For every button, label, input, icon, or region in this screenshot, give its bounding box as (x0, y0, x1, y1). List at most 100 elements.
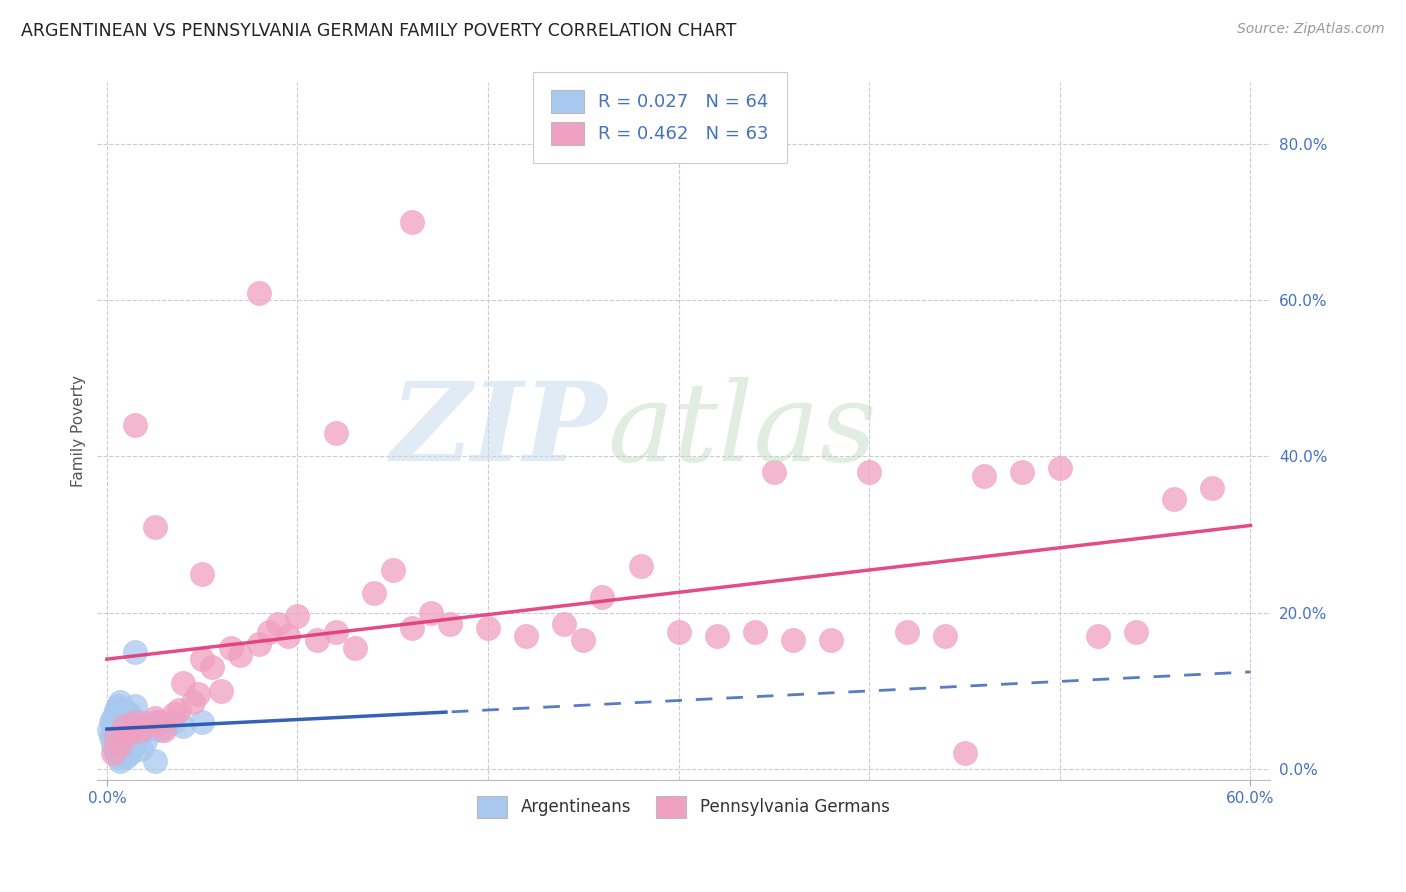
Point (110, 711, 132, 725)
Point (103, 714, 125, 729)
Point (124, 644, 146, 658)
Text: ZIP: ZIP (391, 377, 607, 485)
Point (110, 695, 132, 709)
Point (439, 617, 461, 632)
Point (169, 703, 191, 717)
Legend: Argentineans, Pennsylvania Germans: Argentineans, Pennsylvania Germans (471, 789, 896, 824)
Point (149, 714, 172, 729)
Point (112, 719, 135, 733)
Point (110, 754, 132, 768)
Point (110, 719, 132, 733)
Point (103, 723, 125, 737)
Point (107, 750, 129, 764)
Point (112, 719, 135, 733)
Point (115, 706, 138, 721)
Point (267, 617, 290, 632)
Point (115, 750, 138, 764)
Point (118, 714, 141, 729)
Point (305, 632, 328, 647)
Point (117, 711, 139, 725)
Point (782, 632, 804, 647)
Point (118, 726, 141, 740)
Point (112, 703, 135, 717)
Point (101, 726, 124, 740)
Point (115, 723, 138, 737)
Point (124, 714, 146, 729)
Point (363, 586, 385, 600)
Point (97, 723, 120, 737)
Point (1011, 465, 1033, 479)
Point (100, 714, 122, 729)
Point (229, 648, 252, 663)
Point (101, 738, 124, 752)
Point (401, 215, 423, 229)
Point (172, 675, 194, 690)
Point (122, 738, 145, 752)
Point (100, 731, 122, 745)
Point (1087, 629, 1109, 643)
Point (143, 754, 166, 768)
Point (124, 699, 146, 714)
Point (153, 719, 176, 733)
Point (172, 719, 194, 733)
Point (325, 625, 347, 640)
Point (112, 711, 135, 725)
Point (1125, 625, 1147, 640)
Point (101, 711, 124, 725)
Text: atlas: atlas (607, 377, 877, 485)
Point (118, 706, 141, 721)
Point (105, 719, 128, 733)
Point (115, 714, 138, 729)
Point (219, 640, 242, 655)
Point (191, 714, 214, 729)
Point (247, 285, 270, 300)
Point (706, 629, 728, 643)
Point (419, 606, 441, 620)
Point (129, 723, 152, 737)
Point (128, 719, 150, 733)
Point (191, 652, 214, 666)
Point (858, 465, 880, 479)
Point (103, 731, 125, 745)
Point (105, 746, 128, 760)
Point (110, 726, 132, 740)
Point (1201, 481, 1223, 495)
Point (896, 625, 918, 640)
Point (162, 714, 184, 729)
Point (101, 719, 124, 733)
Point (209, 683, 232, 698)
Point (129, 742, 152, 756)
Point (129, 723, 152, 737)
Point (127, 714, 149, 729)
Point (953, 746, 976, 760)
Point (277, 629, 299, 643)
Point (572, 632, 595, 647)
Point (121, 726, 143, 740)
Point (668, 625, 690, 640)
Point (107, 699, 129, 714)
Point (112, 742, 135, 756)
Point (343, 640, 366, 655)
Text: ARGENTINEAN VS PENNSYLVANIA GERMAN FAMILY POVERTY CORRELATION CHART: ARGENTINEAN VS PENNSYLVANIA GERMAN FAMIL… (21, 22, 737, 40)
Point (143, 519, 166, 533)
Point (257, 625, 280, 640)
Point (101, 746, 124, 760)
Point (381, 563, 404, 577)
Point (973, 469, 995, 483)
Point (124, 418, 146, 433)
Point (105, 703, 128, 717)
Point (630, 558, 652, 573)
Point (325, 425, 347, 440)
Point (111, 746, 134, 760)
Point (105, 731, 128, 745)
Point (111, 706, 134, 721)
Point (247, 637, 270, 651)
Point (1163, 492, 1185, 507)
Point (111, 723, 134, 737)
Point (153, 723, 176, 737)
Point (1049, 461, 1071, 475)
Point (134, 719, 156, 733)
Point (934, 629, 956, 643)
Point (477, 621, 499, 635)
Point (138, 719, 160, 733)
